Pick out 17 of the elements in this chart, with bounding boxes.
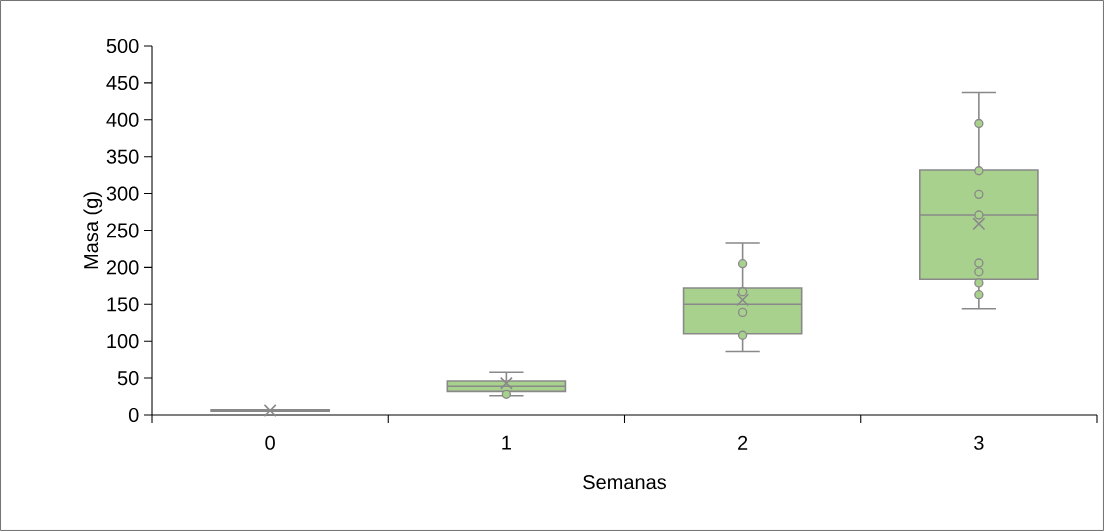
y-tick-label: 100 (107, 334, 139, 349)
y-tick-label: 250 (106, 223, 139, 238)
y-tick-label: 0 (128, 407, 139, 423)
x-axis-title: Semanas (583, 475, 666, 490)
x-tick-label: 3 (974, 435, 984, 450)
y-tick-label: 350 (106, 149, 139, 164)
y-tick-label: 300 (106, 186, 139, 201)
x-tick-label: 1 (502, 435, 511, 450)
x-tick-label: 2 (738, 435, 748, 450)
y-tick-label: 400 (106, 112, 139, 127)
y-tick-label: 150 (107, 297, 139, 312)
x-tick-label: 0 (265, 435, 275, 450)
y-tick-label: 50 (117, 371, 139, 386)
y-tick-label: 200 (106, 260, 139, 275)
y-axis-title: Masa (g) (83, 192, 103, 269)
y-tick-label: 500 (106, 38, 139, 54)
y-tick-label: 450 (106, 75, 139, 90)
